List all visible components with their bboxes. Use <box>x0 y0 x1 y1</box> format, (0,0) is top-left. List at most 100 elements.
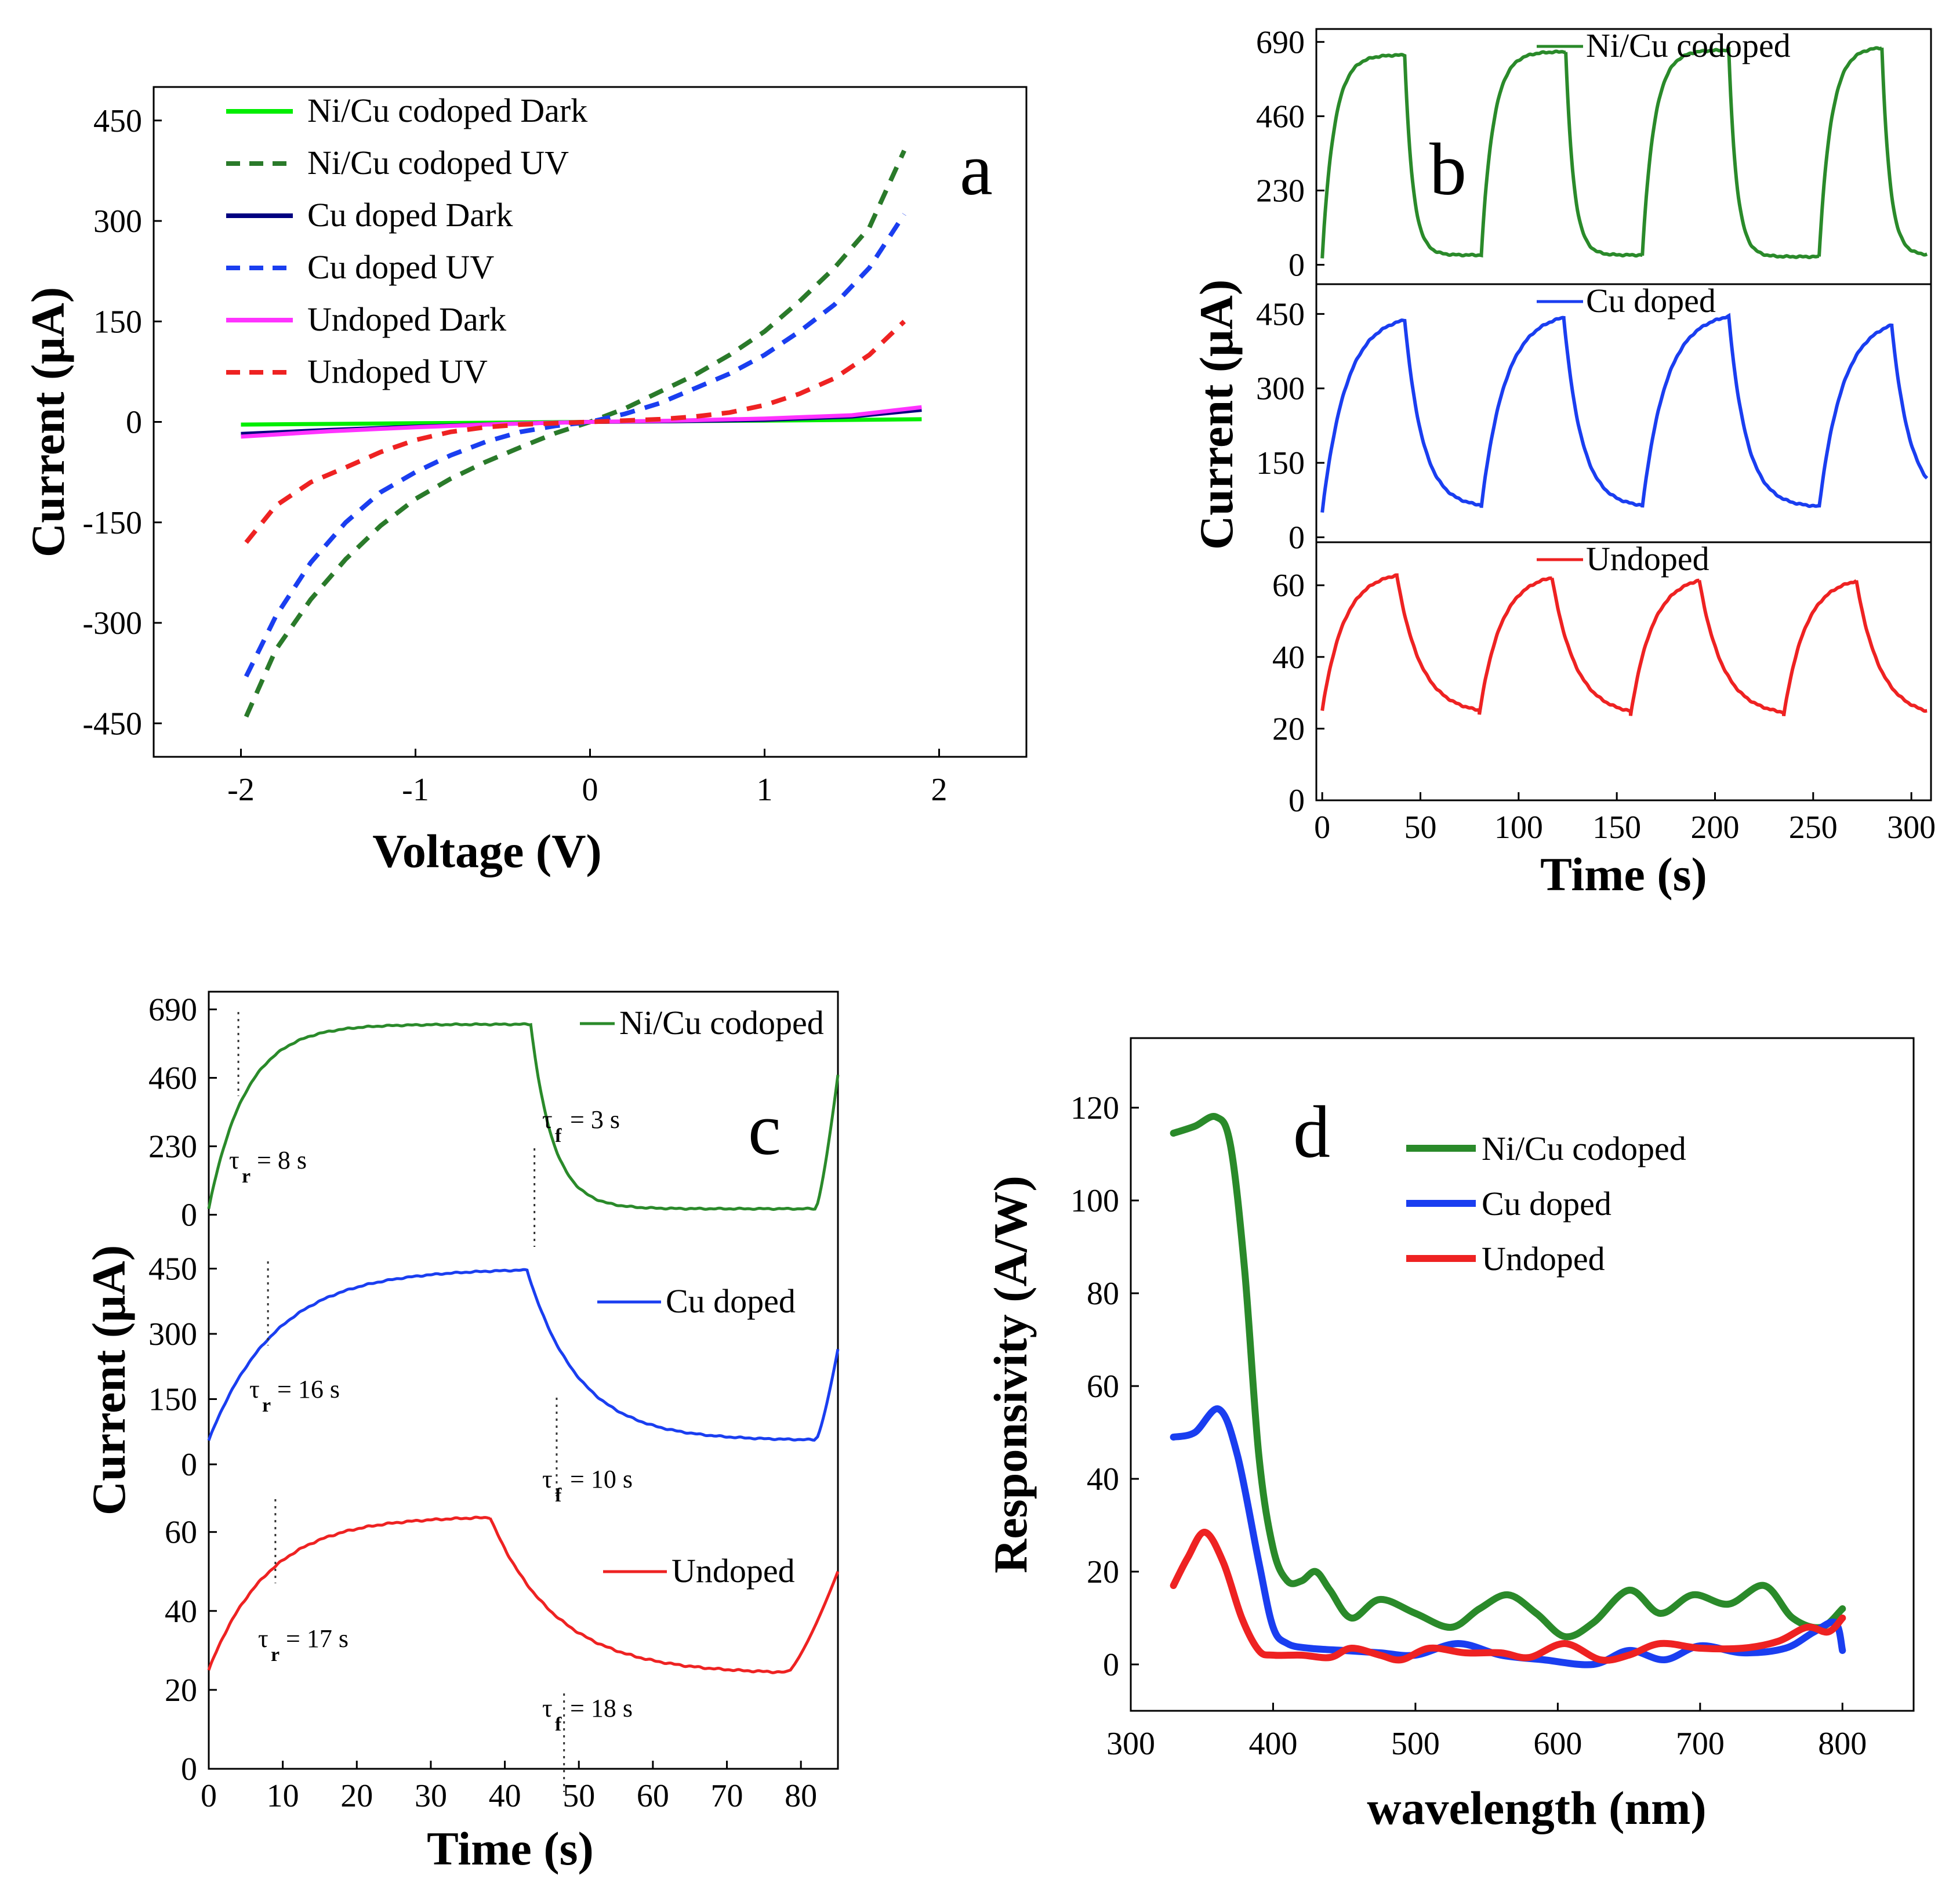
panel-b-xtick-label: 100 <box>1494 810 1543 846</box>
panel-a-legend-label: Undoped Dark <box>307 300 506 338</box>
panel-c-tau-r-subscript: r <box>262 1395 271 1416</box>
panel-b-legend: Ni/Cu codoped Cu doped Undoped <box>1537 27 1791 578</box>
panel-a-letter: a <box>960 128 993 211</box>
panel-c-ytick-label: 40 <box>165 1594 197 1630</box>
panel-b-series-line <box>1320 313 1929 513</box>
panel-c-ytick-label: 150 <box>148 1382 197 1418</box>
panel-b-ytick-label: 230 <box>1256 173 1305 209</box>
panel-c-letter: c <box>748 1088 781 1170</box>
panel-c-ytick-label: 60 <box>165 1515 197 1551</box>
panel-c-xtick-label: 80 <box>785 1778 817 1814</box>
panel-c-ytick-label: 0 <box>181 1751 197 1787</box>
panel-c-frame <box>208 991 839 1770</box>
panel-c-ytick-label: 230 <box>148 1129 197 1165</box>
panel-d-xtick-label: 600 <box>1533 1726 1582 1762</box>
panel-c-ytick-label: 20 <box>165 1673 197 1708</box>
panel-a-x-ticks: -2 -1 0 1 2 <box>227 749 948 808</box>
panel-c-xtick-label: 60 <box>637 1778 669 1814</box>
panel-b-xtick-label: 250 <box>1789 810 1838 846</box>
panel-a-xtick-label: 2 <box>931 772 948 808</box>
panel-c-legend-label: Cu doped <box>666 1282 796 1320</box>
panel-d-y-label: Responsivity (A/W) <box>984 1176 1037 1573</box>
panel-a-legend-label: Undoped UV <box>307 353 488 390</box>
panel-a-ytick-label: -450 <box>82 706 142 742</box>
panel-d-xtick-label: 800 <box>1818 1726 1867 1762</box>
panel-d-legend-label: Ni/Cu codoped <box>1482 1130 1686 1167</box>
panel-d-ytick-label: 40 <box>1087 1461 1119 1497</box>
panel-c-xtick-label: 70 <box>711 1778 743 1814</box>
panel-b-ticks: 0 50 100 150 200 250 300 0 230 460 690 0 150 300 450 0 2… <box>1256 24 1936 846</box>
panel-a-ytick-label: 150 <box>93 304 142 340</box>
panel-b-ytick-label: 690 <box>1256 24 1305 60</box>
panel-d-series-line <box>1170 1405 1846 1668</box>
panel-a-series <box>241 150 922 718</box>
panel-b-ytick-label: 0 <box>1288 248 1305 284</box>
panel-c-series <box>207 1022 840 1674</box>
panel-b-ytick-label: 40 <box>1272 640 1305 676</box>
panel-a-legend-label: Cu doped Dark <box>307 196 513 234</box>
panel-d-ytick-label: 0 <box>1103 1647 1119 1683</box>
panel-c-ytick-label: 690 <box>148 992 197 1028</box>
panel-c-tau-f-value: = 10 s <box>570 1465 633 1493</box>
panel-a-legend-label: Cu doped UV <box>307 248 494 286</box>
panel-a-xtick-label: -2 <box>227 772 255 808</box>
panel-a-x-label: Voltage (V) <box>372 825 602 877</box>
panel-d-series <box>1170 1113 1846 1668</box>
panel-b-letter: b <box>1429 128 1467 211</box>
panel-d-ytick-label: 100 <box>1070 1183 1119 1219</box>
panel-c-xtick-label: 40 <box>489 1778 521 1814</box>
panel-c-legend: Ni/Cu codoped Cu doped Undoped <box>580 1004 824 1590</box>
panel-a-xtick-label: -1 <box>402 772 429 808</box>
panel-c-tau-f-symbol: τ <box>542 1105 553 1134</box>
panel-d-legend-label: Cu doped <box>1482 1185 1611 1223</box>
panel-c-annotations: τr= 8 sτf= 3 sτr= 16 sτf= 10 sτr= 17 sτf… <box>229 1012 633 1792</box>
panel-c-xtick-label: 20 <box>340 1778 373 1814</box>
panel-a: -450 -300 -150 0 150 300 450 -2 -1 0 1 2 Ni/Cu cod… <box>21 86 1028 877</box>
panel-b-frame <box>1315 28 1932 801</box>
panel-c-ticks: 0 10 20 30 40 50 60 70 80 0 230 460 690 0 150 300 450 0 20… <box>148 992 817 1814</box>
panel-a-ytick-label: 300 <box>93 204 142 240</box>
panel-d-frame <box>1130 1037 1915 1712</box>
panel-a-ytick-label: -150 <box>82 505 142 541</box>
panel-c-tau-r-subscript: r <box>271 1644 280 1666</box>
panel-c-tau-f-symbol: τ <box>542 1465 553 1493</box>
panel-c-y-label: Current (μA) <box>82 1245 135 1515</box>
panel-b-legend-label: Cu doped <box>1586 282 1716 320</box>
panel-c-x-label: Time (s) <box>427 1822 594 1875</box>
panel-d-xtick-label: 500 <box>1391 1726 1440 1762</box>
panel-c-tau-f-value: = 3 s <box>570 1105 620 1134</box>
panel-c-ytick-label: 300 <box>148 1316 197 1352</box>
panel-b-ytick-label: 0 <box>1288 520 1305 556</box>
panel-b-ytick-label: 460 <box>1256 99 1305 135</box>
panel-d-ytick-label: 60 <box>1087 1369 1119 1405</box>
panel-b-xtick-label: 50 <box>1404 810 1436 846</box>
panel-c-tau-r-symbol: τ <box>229 1146 239 1174</box>
panel-a-ytick-label: 0 <box>126 405 142 441</box>
panel-c-tau-r-value: = 16 s <box>277 1375 340 1403</box>
panel-c-xtick-label: 0 <box>201 1778 217 1814</box>
panel-a-legend-label: Ni/Cu codoped Dark <box>307 92 587 129</box>
panel-b-ytick-label: 60 <box>1272 568 1305 604</box>
panel-d-ticks: 0 20 40 60 80 100 120 300 400 500 600 700 800 <box>1070 1090 1867 1762</box>
panel-b-xtick-label: 200 <box>1690 810 1739 846</box>
panel-b-series-line <box>1320 46 1928 260</box>
panel-c-ytick-label: 0 <box>181 1447 197 1483</box>
panel-c-ytick-label: 450 <box>148 1252 197 1287</box>
panel-b: 0 50 100 150 200 250 300 0 230 460 690 0 150 300 450 0 2… <box>1190 24 1936 901</box>
panel-c-tau-f-symbol: τ <box>542 1694 553 1722</box>
panel-d-legend: Ni/Cu codoped Cu doped Undoped <box>1406 1130 1686 1278</box>
panel-d-letter: d <box>1293 1091 1330 1173</box>
panel-c-xtick-label: 10 <box>267 1778 299 1814</box>
panel-d-series-line <box>1170 1529 1846 1664</box>
panel-b-series-line <box>1320 573 1928 717</box>
panel-c-series-line <box>207 1515 840 1674</box>
panel-a-xtick-label: 0 <box>582 772 598 808</box>
panel-c-tau-f-value: = 18 s <box>570 1694 633 1722</box>
panel-b-ytick-label: 450 <box>1256 296 1305 332</box>
panel-c-legend-label: Undoped <box>672 1552 795 1590</box>
panel-b-y-label: Current (μA) <box>1190 280 1243 550</box>
panel-a-y-label: Current (μA) <box>21 287 74 557</box>
panel-c-tau-f-subscript: f <box>555 1485 562 1506</box>
